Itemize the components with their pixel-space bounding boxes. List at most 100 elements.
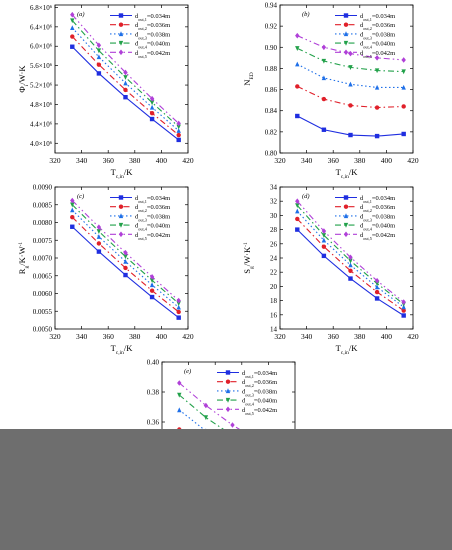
data-point	[348, 81, 353, 87]
legend-label: dout,3=0.038m	[360, 213, 395, 223]
legend-label: dout,1=0.034m	[360, 195, 395, 205]
y-tick-label: 0.0085	[33, 201, 53, 209]
data-point	[96, 224, 102, 230]
y-tick-label: 4.4×106	[30, 120, 53, 129]
legend-marker	[118, 195, 124, 200]
data-point	[176, 304, 181, 310]
x-axis-label: Tc,in/K	[336, 167, 359, 180]
legend-marker	[225, 370, 231, 375]
series-line-5	[71, 14, 180, 124]
y-tick-label: 18	[270, 297, 278, 305]
x-tick-label: 360	[103, 332, 115, 341]
x-tick-label: 420	[182, 156, 194, 165]
data-point	[295, 203, 300, 209]
legend-marker	[343, 31, 349, 37]
data-point	[321, 44, 327, 51]
legend-marker	[118, 231, 124, 238]
panel-tag: (c)	[77, 193, 84, 200]
y-tick-label: 0.82	[265, 128, 278, 136]
data-point	[70, 202, 75, 208]
data-point	[348, 276, 353, 281]
data-point	[401, 57, 406, 63]
y-tick-label: 16	[270, 311, 278, 319]
x-tick-label: 340	[301, 332, 313, 341]
x-tick-label: 320	[49, 332, 61, 341]
y-tick-label: 14	[270, 326, 278, 334]
y-tick-label: 6.4×106	[30, 23, 53, 32]
data-point	[295, 216, 300, 222]
chart-panel-3: 320 340 360 380 400 420 0.0050 0.0055 0.0060 0.00…	[17, 184, 194, 357]
legend-label: dout,1=0.034m	[135, 195, 170, 205]
y-tick-label: 26	[270, 240, 278, 248]
legend-label: dout,2=0.036m	[135, 204, 170, 214]
series-line-3	[71, 209, 180, 308]
data-point	[295, 61, 300, 67]
x-tick-label: 420	[407, 156, 419, 165]
legend-label: dout,3=0.038m	[135, 213, 170, 223]
x-tick-label: 380	[129, 156, 141, 165]
data-point	[374, 289, 380, 295]
data-point	[149, 95, 155, 102]
legend-marker	[343, 213, 349, 219]
data-point	[374, 55, 380, 61]
x-tick-label: 360	[328, 156, 340, 165]
data-point	[401, 69, 406, 75]
data-point	[295, 46, 300, 51]
legend-label: dout,3=0.038m	[242, 388, 277, 398]
data-point	[295, 113, 300, 119]
legend-label: dout,5=0.042m	[135, 232, 170, 242]
data-point	[348, 254, 353, 261]
data-point	[348, 65, 353, 70]
legend-marker	[118, 49, 124, 56]
y-tick-label: 0.84	[265, 107, 278, 115]
data-point	[295, 32, 300, 39]
data-point	[123, 80, 128, 86]
legend-marker	[118, 31, 124, 37]
y-tick-label: 0.88	[265, 65, 278, 73]
data-point	[176, 128, 181, 133]
legend-label: dout,4=0.040m	[242, 398, 277, 408]
x-tick-label: 380	[354, 332, 366, 341]
y-tick-label: 6.0×106	[30, 42, 53, 51]
data-point	[70, 25, 75, 31]
y-tick-label: 34	[270, 184, 278, 192]
data-point	[70, 214, 75, 220]
y-tick-label: 0.38	[147, 389, 160, 397]
y-tick-label: 30	[270, 212, 278, 220]
data-point	[96, 229, 102, 234]
y-tick-label: 0.0050	[33, 326, 53, 334]
data-point	[96, 71, 102, 76]
data-point	[203, 415, 209, 421]
y-tick-label: 32	[270, 198, 278, 206]
series-line-3	[296, 210, 405, 308]
data-point	[321, 233, 327, 238]
legend-marker	[343, 231, 349, 238]
legend-marker	[343, 222, 349, 228]
legend-label: dout,2=0.036m	[360, 22, 395, 32]
y-tick-label: 24	[270, 255, 278, 263]
data-point	[177, 392, 182, 398]
y-tick-label: 0.0060	[33, 290, 53, 298]
data-point	[295, 227, 300, 232]
legend-marker	[343, 49, 349, 56]
data-point	[123, 75, 128, 80]
legend-marker	[343, 13, 349, 18]
y-tick-label: 5.6×106	[30, 62, 53, 71]
panel-tag: (b)	[302, 11, 310, 18]
y-tick-label: 0.0065	[33, 272, 53, 280]
data-point	[149, 100, 155, 106]
data-point	[295, 198, 300, 204]
x-axis-label: Tc,in/K	[111, 167, 134, 180]
y-tick-label: 20	[270, 283, 278, 291]
data-point	[176, 315, 181, 320]
y-tick-label: 0.0090	[33, 184, 53, 192]
data-point	[401, 131, 406, 137]
legend-marker	[118, 13, 124, 18]
y-tick-label: 0.90	[265, 44, 278, 52]
legend-label: dout,1=0.034m	[135, 13, 170, 23]
y-axis-label: NED	[242, 72, 255, 86]
data-point	[401, 84, 406, 90]
data-point	[321, 75, 327, 81]
data-point	[374, 296, 380, 301]
